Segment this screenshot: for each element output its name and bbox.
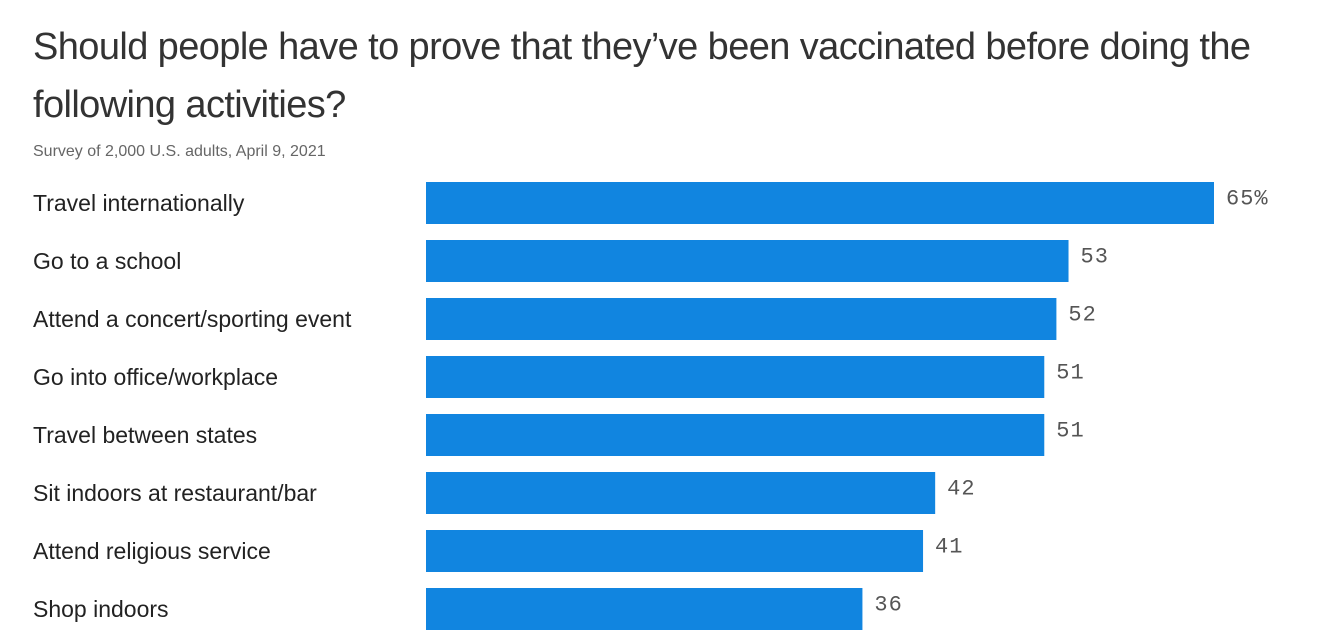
category-label: Attend a concert/sporting event xyxy=(33,306,352,332)
bar xyxy=(426,530,924,572)
category-label: Travel between states xyxy=(33,422,257,448)
category-label: Travel internationally xyxy=(33,190,245,216)
bar xyxy=(426,472,936,514)
value-label: 51 xyxy=(1056,419,1084,444)
chart-subtitle: Survey of 2,000 U.S. adults, April 9, 20… xyxy=(33,143,326,160)
bar xyxy=(426,414,1045,456)
value-label: 41 xyxy=(935,535,963,560)
value-label: 36 xyxy=(874,593,902,618)
category-label: Go to a school xyxy=(33,248,181,274)
category-label: Go into office/workplace xyxy=(33,364,278,390)
value-label: 42 xyxy=(947,477,975,502)
bar xyxy=(426,182,1214,224)
bar xyxy=(426,240,1069,282)
chart-title: Should people have to prove that they’ve… xyxy=(33,26,1251,126)
category-label: Sit indoors at restaurant/bar xyxy=(33,480,317,506)
category-label: Shop indoors xyxy=(33,596,169,622)
bar xyxy=(426,356,1045,398)
value-label: 65% xyxy=(1226,187,1269,212)
bar xyxy=(426,588,863,630)
value-label: 51 xyxy=(1056,361,1084,386)
category-label: Attend religious service xyxy=(33,538,271,564)
value-label: 53 xyxy=(1081,245,1109,270)
value-label: 52 xyxy=(1068,303,1096,328)
bar xyxy=(426,298,1057,340)
